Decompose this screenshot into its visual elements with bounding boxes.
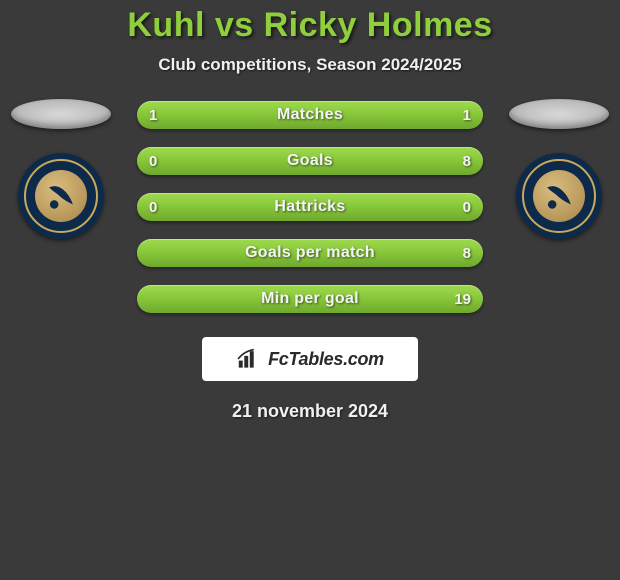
stat-bar-min-per-goal: Min per goal 19 <box>137 285 483 313</box>
player-right-column <box>504 99 614 239</box>
stat-bar-hattricks: 0 Hattricks 0 <box>137 193 483 221</box>
page-title: Kuhl vs Ricky Holmes <box>0 6 620 45</box>
stat-label: Hattricks <box>274 198 345 216</box>
stat-bar-goals: 0 Goals 8 <box>137 147 483 175</box>
club-badge-left-inner <box>35 170 87 222</box>
stat-right-value: 8 <box>463 239 471 267</box>
club-badge-left <box>18 153 104 239</box>
stat-right-value: 19 <box>454 285 471 313</box>
stat-left-value: 0 <box>149 147 157 175</box>
club-badge-right <box>516 153 602 239</box>
footer-date: 21 november 2024 <box>0 401 620 422</box>
stat-bar-matches: 1 Matches 1 <box>137 101 483 129</box>
branding-text: FcTables.com <box>268 349 384 370</box>
player-left-platform <box>11 99 111 129</box>
branding-box: FcTables.com <box>202 337 418 381</box>
stat-bars: 1 Matches 1 0 Goals 8 0 Hattricks 0 Goal… <box>137 99 483 313</box>
stat-label: Goals per match <box>245 244 375 262</box>
page-subtitle: Club competitions, Season 2024/2025 <box>0 55 620 75</box>
stat-right-value: 1 <box>463 101 471 129</box>
stat-bar-goals-per-match: Goals per match 8 <box>137 239 483 267</box>
stat-label: Min per goal <box>261 290 359 308</box>
bar-chart-icon <box>236 348 262 370</box>
stat-right-value: 0 <box>463 193 471 221</box>
club-badge-right-inner <box>533 170 585 222</box>
player-right-platform <box>509 99 609 129</box>
bird-ball-icon <box>542 179 576 213</box>
stat-left-value: 1 <box>149 101 157 129</box>
stat-label: Matches <box>277 106 343 124</box>
stat-right-value: 8 <box>463 147 471 175</box>
comparison-card: Kuhl vs Ricky Holmes Club competitions, … <box>0 0 620 422</box>
stat-label: Goals <box>287 152 333 170</box>
player-left-column <box>6 99 116 239</box>
comparison-body: 1 Matches 1 0 Goals 8 0 Hattricks 0 Goal… <box>0 99 620 422</box>
bird-ball-icon <box>44 179 78 213</box>
stat-left-value: 0 <box>149 193 157 221</box>
